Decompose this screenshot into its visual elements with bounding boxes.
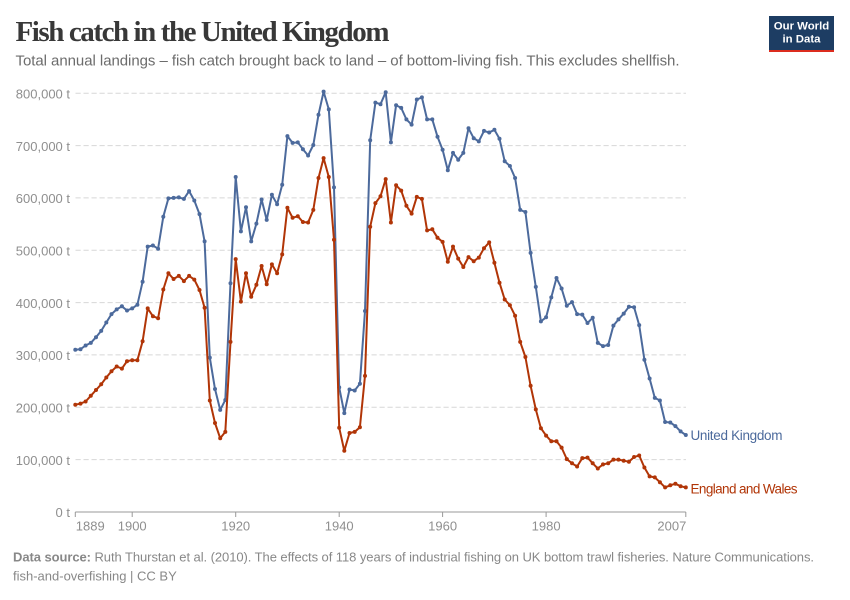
svg-text:in Data: in Data — [783, 33, 822, 45]
svg-text:1920: 1920 — [221, 519, 250, 534]
svg-text:300,000 t: 300,000 t — [16, 348, 71, 363]
svg-text:England and Wales: England and Wales — [691, 482, 798, 497]
svg-text:Our World: Our World — [774, 21, 830, 33]
svg-text:1960: 1960 — [428, 519, 457, 534]
svg-text:fish-and-overfishing | CC BY: fish-and-overfishing | CC BY — [13, 569, 177, 584]
svg-text:Fish catch in the United Kingd: Fish catch in the United Kingdom — [16, 16, 390, 48]
svg-text:1940: 1940 — [325, 519, 354, 534]
svg-text:0 t: 0 t — [56, 505, 71, 520]
svg-text:500,000 t: 500,000 t — [16, 243, 71, 258]
svg-text:Data source: Ruth Thurstan et: Data source: Ruth Thurstan et al. (2010)… — [13, 550, 814, 565]
svg-text:600,000 t: 600,000 t — [16, 191, 71, 206]
svg-text:Total annual landings – fish c: Total annual landings – fish catch broug… — [16, 53, 680, 70]
svg-text:2007: 2007 — [657, 519, 686, 534]
svg-text:800,000 t: 800,000 t — [16, 86, 71, 101]
svg-text:1900: 1900 — [118, 519, 147, 534]
svg-text:200,000 t: 200,000 t — [16, 401, 71, 416]
svg-text:1889: 1889 — [76, 519, 105, 534]
svg-text:400,000 t: 400,000 t — [16, 296, 71, 311]
svg-text:700,000 t: 700,000 t — [16, 139, 71, 154]
svg-text:1980: 1980 — [532, 519, 561, 534]
svg-text:United Kingdom: United Kingdom — [691, 428, 783, 443]
svg-text:100,000 t: 100,000 t — [16, 453, 71, 468]
